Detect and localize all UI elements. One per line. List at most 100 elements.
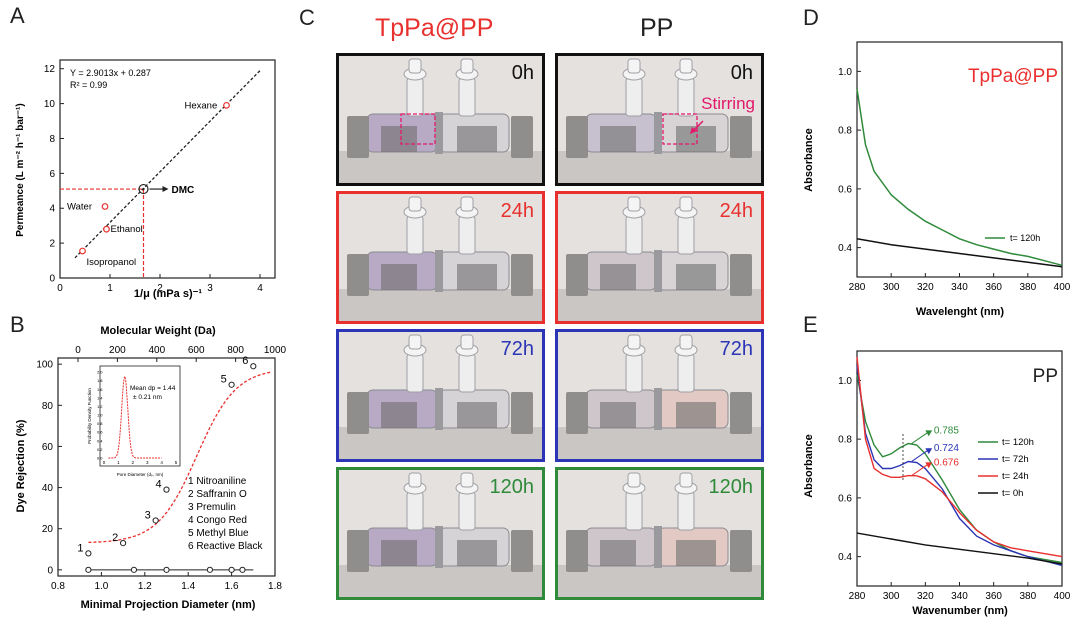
photo-bench (558, 289, 761, 321)
y-tick-label: 80 (42, 401, 54, 412)
right-stopper-top (460, 334, 474, 350)
x-tick-label: 280 (849, 282, 866, 293)
zero-point (85, 566, 92, 573)
data-point (223, 101, 230, 109)
left-stopper-top (627, 472, 641, 488)
x-tick-label: 1.4 (181, 581, 195, 592)
right-plate (676, 264, 716, 290)
y-tick-label: 0.4 (838, 243, 852, 254)
x-tick-label: 340 (951, 591, 968, 602)
y-tick-label: 0.6 (838, 493, 852, 504)
x-tick-label: 380 (1019, 282, 1036, 293)
panel-d-frame (856, 41, 1063, 278)
dmc-label: DMC (172, 185, 195, 196)
left-neck (406, 491, 424, 531)
left-neck (625, 491, 643, 531)
left-stopper-top (627, 196, 641, 212)
legend-entry: 1 Nitroaniline (188, 476, 247, 487)
stirring-arrow-head (690, 127, 697, 134)
right-neck (458, 77, 476, 117)
time-label: 72h (719, 338, 753, 360)
left-clamp (347, 530, 369, 572)
y-tick-label: 0.8 (838, 126, 852, 137)
right-neck (677, 353, 695, 393)
x-tick-label: 400 (1054, 282, 1071, 293)
x-tick-label: 380 (1019, 591, 1036, 602)
pore-distribution-curve (108, 375, 162, 459)
left-clamp (566, 392, 588, 434)
data-point (103, 225, 110, 233)
x-tick-label: 2 (157, 283, 163, 294)
zero-point (239, 566, 246, 573)
photo-bench (339, 565, 542, 597)
top-tick-label: 200 (109, 345, 126, 356)
right-clamp (511, 530, 533, 572)
photo-tppa-24h: 24h (336, 191, 545, 324)
right-plate (457, 264, 497, 290)
left-stopper-top (408, 58, 422, 74)
left-clamp (347, 116, 369, 158)
inset-y-tick: 0.4 (97, 438, 103, 443)
panel-d-ylabel: Absorbance (803, 128, 815, 192)
zero-point (206, 566, 213, 573)
right-stopper-top (460, 196, 474, 212)
highlight-box (400, 113, 436, 145)
point-label: Ethanol (111, 224, 143, 235)
x-tick-label: 340 (951, 282, 968, 293)
x-tick-label: 1.2 (138, 581, 152, 592)
panel-a-xlabel: 1/μ (mPa s)⁻¹ (134, 288, 203, 300)
right-plate (457, 402, 497, 428)
y-tick-label: 8 (49, 134, 55, 145)
right-plate (457, 540, 497, 566)
left-stopper-top (627, 334, 641, 350)
right-clamp (730, 530, 752, 572)
inset-std-text: ± 0.21 nm (133, 394, 162, 401)
right-stopper-top (679, 58, 693, 74)
right-plate (457, 126, 497, 152)
left-clamp (566, 254, 588, 296)
x-tick-label: 360 (985, 282, 1002, 293)
diffusion-cell-illustration (558, 194, 761, 321)
inset-y-tick: 0.2 (97, 447, 103, 452)
right-neck (458, 215, 476, 255)
legend-entry: t= 72h (1002, 454, 1029, 465)
membrane-joint (654, 250, 662, 292)
panel-b-xlabel: Minimal Projection Diameter (nm) (81, 599, 256, 611)
diffusion-cell-illustration (339, 56, 542, 183)
inset-x-tick: 0 (103, 460, 106, 465)
peak-arrow (911, 449, 930, 462)
membrane-joint (654, 388, 662, 430)
fit-r2: R² = 0.99 (70, 80, 107, 90)
membrane-joint (435, 250, 443, 292)
right-clamp (511, 254, 533, 296)
x-tick-label: 3 (207, 283, 213, 294)
inset-y-tick: 0.6 (97, 430, 103, 435)
right-clamp (730, 392, 752, 434)
photo-bench (558, 151, 761, 183)
data-point (101, 203, 109, 210)
left-plate (381, 126, 417, 152)
y-tick-label: 0.8 (838, 435, 852, 446)
photo-tppa-120h: 120h (336, 467, 545, 600)
x-tick-label: 1.6 (225, 581, 239, 592)
y-tick-label: 1.0 (838, 376, 852, 387)
y-tick-label: 2 (49, 239, 55, 250)
photo-bench (339, 289, 542, 321)
photo-bench (558, 427, 761, 459)
photo-bench (339, 151, 542, 183)
panel-b-chart: Molecular Weight (Da) 0.8 1.0 1.2 1.4 1.6 1.8… (15, 325, 287, 611)
y-tick-label: 20 (42, 524, 54, 535)
point-label: Hexane (185, 100, 218, 111)
inset-y-tick: 1.6 (97, 387, 103, 392)
panel-letter-e: E (803, 312, 818, 337)
series-line-72h (856, 365, 1063, 567)
panel-letter-c: C (299, 5, 315, 30)
zero-point (228, 566, 235, 573)
panel-letter-d: D (803, 5, 819, 30)
left-plate (381, 540, 417, 566)
right-neck (458, 491, 476, 531)
right-plate (676, 402, 716, 428)
inset-y-tick: 2.0 (97, 370, 103, 375)
panel-letter-a: A (10, 3, 25, 28)
